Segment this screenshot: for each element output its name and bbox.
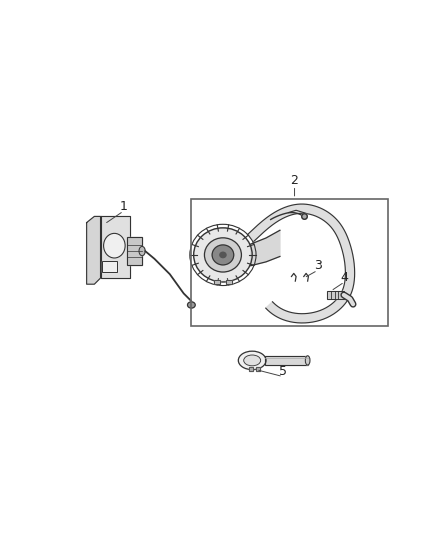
Text: 2: 2 <box>290 174 298 188</box>
Text: 4: 4 <box>341 271 349 284</box>
Ellipse shape <box>187 302 195 308</box>
Bar <box>191 199 389 326</box>
Bar <box>249 367 253 371</box>
Bar <box>256 367 260 371</box>
Ellipse shape <box>139 246 145 256</box>
Bar <box>226 280 232 285</box>
Bar <box>265 356 307 365</box>
Ellipse shape <box>244 355 261 366</box>
Bar <box>249 367 253 371</box>
Polygon shape <box>251 230 280 265</box>
Polygon shape <box>87 216 100 284</box>
Bar <box>127 237 142 265</box>
Ellipse shape <box>103 233 125 258</box>
Text: 1: 1 <box>120 200 127 213</box>
Ellipse shape <box>194 228 252 282</box>
Bar <box>214 280 220 285</box>
Polygon shape <box>247 204 355 323</box>
Bar <box>327 291 344 299</box>
Bar <box>102 261 117 272</box>
Ellipse shape <box>212 245 234 265</box>
Text: 3: 3 <box>314 259 321 272</box>
Polygon shape <box>100 216 130 278</box>
Bar <box>102 261 117 272</box>
Bar <box>327 291 344 299</box>
Bar <box>127 237 142 265</box>
Ellipse shape <box>220 252 226 257</box>
Text: 5: 5 <box>279 366 287 378</box>
Bar <box>214 280 220 285</box>
Bar <box>256 367 260 371</box>
Ellipse shape <box>238 351 266 370</box>
Bar <box>226 280 232 285</box>
Ellipse shape <box>305 356 310 365</box>
Bar <box>265 356 307 365</box>
Ellipse shape <box>205 238 241 272</box>
